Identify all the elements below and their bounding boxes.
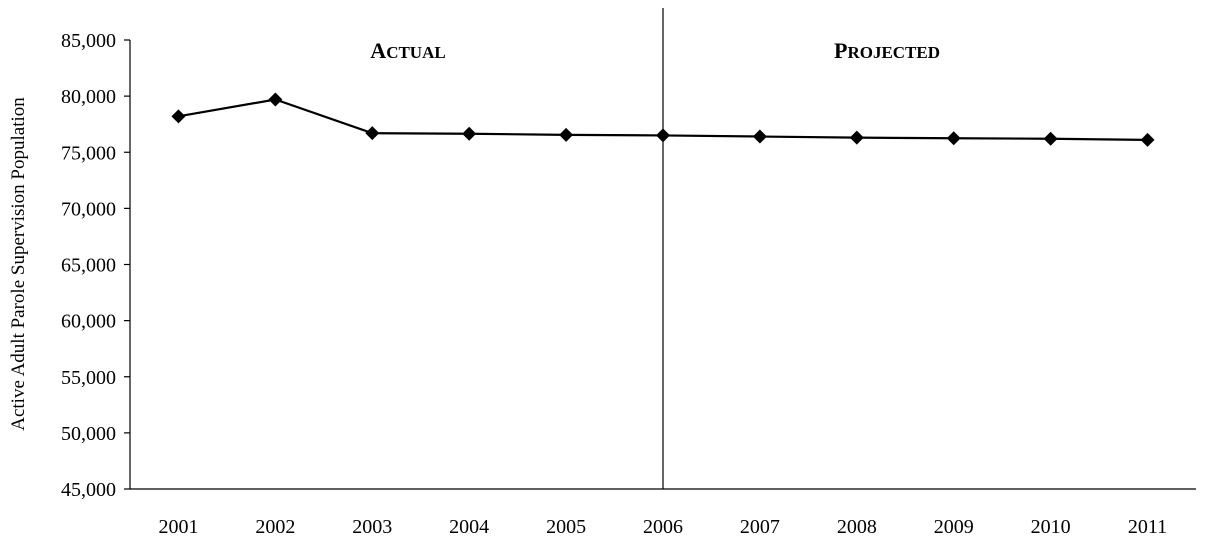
x-tick-label: 2011 <box>1128 516 1167 538</box>
x-tick-label: 2005 <box>546 516 586 538</box>
y-tick-label: 70,000 <box>61 198 116 220</box>
data-point-marker <box>946 131 961 146</box>
y-tick-label: 65,000 <box>61 255 116 277</box>
y-axis-title: Active Adult Parole Supervision Populati… <box>8 97 29 431</box>
data-point-marker <box>1140 132 1155 147</box>
data-point-marker <box>752 129 767 144</box>
x-tick-label: 2009 <box>934 516 974 538</box>
x-tick-label: 2001 <box>158 516 198 538</box>
y-tick-label: 60,000 <box>61 311 116 333</box>
y-tick-label: 75,000 <box>61 142 116 164</box>
x-tick-label: 2003 <box>352 516 392 538</box>
data-point-marker <box>559 127 574 142</box>
data-point-marker <box>1043 131 1058 146</box>
x-tick-label: 2008 <box>837 516 877 538</box>
region-label-projected: PROJECTED <box>834 38 940 63</box>
x-tick-label: 2010 <box>1031 516 1071 538</box>
y-axis: 45,000 50,000 55,000 60,000 65,000 70,000 75,0… <box>61 30 131 501</box>
y-tick-labels: 45,000 50,000 55,000 60,000 65,000 70,000 75,0… <box>61 30 130 501</box>
x-tick-labels: 2001 2002 2003 2004 2005 2006 2007 2008 2009 2010… <box>158 516 1167 538</box>
y-tick-label: 80,000 <box>61 86 116 108</box>
x-tick-label: 2006 <box>643 516 683 538</box>
data-point-marker <box>268 92 283 107</box>
data-point-marker <box>656 128 670 143</box>
x-tick-label: 2002 <box>255 516 295 538</box>
y-tick-label: 85,000 <box>61 30 116 52</box>
x-axis: 2001 2002 2003 2004 2005 2006 2007 2008 2009 2010… <box>130 488 1196 538</box>
x-tick-label: 2004 <box>449 516 489 538</box>
data-point-marker <box>365 126 380 141</box>
data-point-marker <box>462 126 477 141</box>
x-tick-label: 2007 <box>740 516 780 538</box>
y-tick-label: 45,000 <box>61 479 116 501</box>
y-tick-label: 50,000 <box>61 423 116 445</box>
data-point-marker <box>171 109 186 124</box>
y-tick-label: 55,000 <box>61 367 116 389</box>
series <box>171 92 1155 147</box>
region-label-actual: ACTUAL <box>370 38 445 63</box>
data-point-marker <box>849 130 864 145</box>
